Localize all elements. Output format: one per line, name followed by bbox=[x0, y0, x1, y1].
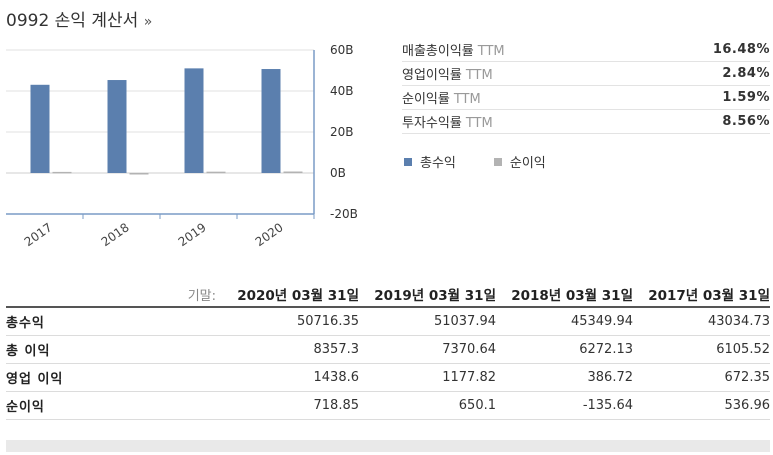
table-cell: 6272.13 bbox=[579, 342, 633, 357]
bar-revenue bbox=[107, 80, 127, 173]
period-header: 2017년 03월 31일 bbox=[648, 288, 770, 304]
y-tick-label: 40B bbox=[330, 84, 354, 98]
table-cell: 1177.82 bbox=[442, 370, 496, 385]
metric-suffix: TTM bbox=[465, 68, 493, 83]
legend-item-net-income[interactable]: 순이익 bbox=[493, 152, 546, 171]
income-statement-table: 기말: 2020년 03월 31일 2019년 03월 31일 2018년 03… bbox=[6, 284, 770, 420]
table-cell: 718.85 bbox=[313, 398, 360, 413]
table-cell: 386.72 bbox=[587, 370, 634, 385]
table-cell: 45349.94 bbox=[570, 314, 633, 329]
bar-net-income bbox=[52, 171, 72, 174]
row-label: 순이익 bbox=[6, 400, 45, 415]
table-cell: 650.1 bbox=[458, 398, 496, 413]
row-label: 총 이익 bbox=[6, 344, 51, 359]
metric-suffix: TTM bbox=[453, 92, 481, 107]
legend-swatch-net-income bbox=[493, 157, 502, 166]
metric-row-operating-margin: 영업이익률 TTM 2.84% bbox=[402, 62, 770, 86]
table-cell: 8357.3 bbox=[313, 342, 360, 357]
bar-revenue bbox=[184, 68, 204, 173]
table-cell: -135.64 bbox=[582, 398, 633, 413]
table-row-net-income: 순이익 718.85 650.1 -135.64 536.96 bbox=[6, 392, 770, 420]
table-row-operating-income: 영업 이익 1438.6 1177.82 386.72 672.35 bbox=[6, 364, 770, 392]
metric-label: 영업이익률 bbox=[402, 68, 462, 83]
row-label: 총수익 bbox=[6, 316, 45, 331]
table-header: 기말: 2020년 03월 31일 2019년 03월 31일 2018년 03… bbox=[6, 284, 770, 308]
period-header: 2019년 03월 31일 bbox=[374, 288, 496, 304]
row-label: 영업 이익 bbox=[6, 372, 64, 387]
legend-label: 순이익 bbox=[509, 156, 546, 171]
period-header: 2020년 03월 31일 bbox=[237, 288, 359, 304]
metric-row-gross-margin: 매출총이익률 TTM 16.48% bbox=[402, 38, 770, 62]
metric-suffix: TTM bbox=[465, 116, 493, 131]
legend-item-revenue[interactable]: 총수익 bbox=[404, 152, 456, 171]
bar-revenue bbox=[261, 69, 281, 173]
chart-legend: 총수익 순이익 bbox=[404, 152, 584, 171]
table-cell: 50716.35 bbox=[296, 314, 359, 329]
table-row-gross-profit: 총 이익 8357.3 7370.64 6272.13 6105.52 bbox=[6, 336, 770, 364]
bar-net-income bbox=[206, 171, 226, 174]
metric-suffix: TTM bbox=[477, 44, 505, 59]
y-tick-label: 0B bbox=[330, 166, 346, 180]
period-header: 2018년 03월 31일 bbox=[511, 288, 633, 304]
metric-value: 16.48% bbox=[712, 42, 770, 57]
chevron-right-icon: » bbox=[143, 14, 153, 30]
metric-label: 매출총이익률 bbox=[402, 44, 474, 59]
table-cell: 536.96 bbox=[724, 398, 771, 413]
table-cell: 672.35 bbox=[724, 370, 771, 385]
table-cell: 43034.73 bbox=[707, 314, 770, 329]
table-cell: 51037.94 bbox=[433, 314, 496, 329]
revenue-chart: 60B 40B 20B 0B -20B 2017 2018 2019 2020 bbox=[6, 43, 358, 249]
y-tick-label: 60B bbox=[330, 43, 354, 57]
metric-label: 순이익률 bbox=[402, 92, 450, 107]
metric-row-roi: 투자수익률 TTM 8.56% bbox=[402, 110, 770, 134]
bottom-scroll-bar[interactable] bbox=[6, 440, 770, 452]
x-tick-label: 2020 bbox=[253, 220, 286, 249]
table-cell: 1438.6 bbox=[313, 370, 360, 385]
metric-value: 8.56% bbox=[722, 114, 770, 129]
legend-label: 총수익 bbox=[420, 156, 456, 171]
period-prefix: 기말: bbox=[187, 288, 216, 304]
page-title-text: 0992 손익 계산서 bbox=[6, 11, 139, 31]
bar-net-income bbox=[129, 173, 149, 175]
y-tick-label: -20B bbox=[330, 207, 358, 221]
table-cell: 7370.64 bbox=[442, 342, 496, 357]
page-title[interactable]: 0992 손익 계산서 » bbox=[6, 6, 152, 31]
metric-label: 투자수익률 bbox=[402, 116, 462, 131]
bar-net-income bbox=[283, 171, 303, 174]
x-tick-label: 2019 bbox=[176, 220, 209, 249]
metric-value: 2.84% bbox=[722, 66, 770, 81]
margin-metrics: 매출총이익률 TTM 16.48% 영업이익률 TTM 2.84% 순이익률 TTM … bbox=[402, 38, 770, 134]
table-row-total-revenue: 총수익 50716.35 51037.94 45349.94 43034.73 bbox=[6, 308, 770, 336]
x-tick-label: 2017 bbox=[22, 220, 55, 249]
bar-revenue bbox=[30, 84, 50, 173]
legend-swatch-revenue bbox=[404, 157, 412, 166]
metric-value: 1.59% bbox=[722, 90, 770, 105]
y-tick-label: 20B bbox=[330, 125, 354, 139]
x-tick-label: 2018 bbox=[99, 220, 132, 249]
metric-row-net-margin: 순이익률 TTM 1.59% bbox=[402, 86, 770, 110]
table-cell: 6105.52 bbox=[716, 342, 770, 357]
